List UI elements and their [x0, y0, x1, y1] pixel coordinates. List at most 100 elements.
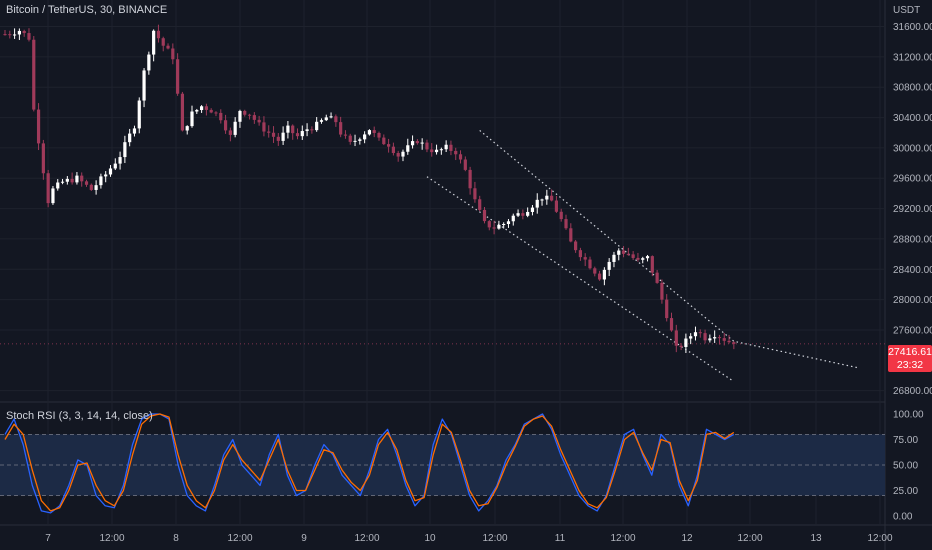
candle[interactable]	[588, 256, 592, 270]
candle[interactable]	[550, 189, 554, 202]
candle[interactable]	[689, 333, 693, 345]
candle[interactable]	[295, 128, 300, 140]
candle[interactable]	[458, 150, 463, 164]
candle[interactable]	[674, 324, 678, 353]
candle[interactable]	[51, 185, 55, 205]
candle[interactable]	[108, 165, 113, 177]
candle[interactable]	[281, 126, 285, 145]
candle[interactable]	[382, 134, 386, 146]
candle[interactable]	[267, 125, 271, 138]
candle[interactable]	[276, 133, 280, 146]
candle[interactable]	[679, 343, 683, 351]
candle[interactable]	[439, 147, 443, 155]
candle[interactable]	[8, 30, 12, 39]
candle[interactable]	[252, 112, 256, 124]
candle[interactable]	[497, 220, 501, 230]
candle[interactable]	[262, 116, 266, 137]
candle[interactable]	[367, 129, 372, 136]
candle[interactable]	[545, 189, 549, 205]
candle[interactable]	[152, 29, 156, 62]
candle[interactable]	[75, 172, 79, 185]
candle[interactable]	[454, 147, 458, 161]
candle[interactable]	[36, 103, 41, 151]
candle[interactable]	[713, 330, 717, 343]
candle[interactable]	[228, 127, 232, 142]
candle[interactable]	[626, 247, 630, 256]
candle[interactable]	[410, 135, 415, 149]
candle[interactable]	[305, 123, 309, 137]
candle[interactable]	[84, 179, 89, 187]
candle[interactable]	[583, 253, 587, 267]
candle[interactable]	[655, 269, 659, 284]
candle[interactable]	[32, 36, 36, 112]
candle[interactable]	[722, 332, 726, 346]
candle[interactable]	[348, 133, 352, 145]
candle[interactable]	[247, 113, 252, 120]
candle[interactable]	[65, 176, 69, 185]
candle[interactable]	[607, 258, 611, 277]
candle[interactable]	[190, 105, 194, 128]
candle[interactable]	[693, 326, 698, 341]
candle[interactable]	[387, 138, 391, 153]
candle[interactable]	[363, 131, 367, 144]
candle[interactable]	[17, 28, 21, 40]
candle[interactable]	[444, 140, 448, 153]
candle[interactable]	[238, 109, 242, 128]
candle[interactable]	[530, 204, 535, 216]
candle[interactable]	[300, 125, 304, 140]
candle[interactable]	[185, 125, 189, 135]
candle[interactable]	[574, 239, 578, 253]
candle[interactable]	[339, 116, 343, 138]
candle[interactable]	[123, 135, 127, 164]
candle[interactable]	[291, 124, 295, 140]
candle[interactable]	[286, 120, 290, 139]
candle[interactable]	[94, 180, 98, 195]
candle[interactable]	[180, 91, 185, 132]
candle[interactable]	[89, 183, 93, 192]
candle[interactable]	[343, 130, 348, 139]
candle[interactable]	[669, 312, 674, 332]
candle[interactable]	[204, 103, 208, 116]
candle[interactable]	[516, 209, 520, 218]
candle[interactable]	[80, 172, 84, 187]
candle[interactable]	[554, 196, 559, 213]
candle[interactable]	[27, 28, 31, 42]
candle[interactable]	[597, 270, 602, 281]
candle[interactable]	[415, 139, 419, 145]
candle[interactable]	[22, 29, 26, 37]
candle[interactable]	[104, 171, 108, 183]
candle[interactable]	[434, 144, 439, 155]
candle[interactable]	[41, 139, 45, 180]
candle[interactable]	[118, 151, 122, 170]
candle[interactable]	[492, 220, 496, 235]
candle[interactable]	[578, 247, 582, 261]
candle[interactable]	[46, 169, 50, 208]
candle[interactable]	[156, 24, 161, 43]
candle[interactable]	[70, 172, 74, 185]
candle[interactable]	[310, 126, 314, 134]
candle[interactable]	[99, 173, 103, 189]
candle[interactable]	[257, 115, 261, 126]
candle[interactable]	[219, 109, 223, 124]
candle[interactable]	[449, 140, 453, 156]
candle[interactable]	[161, 36, 165, 52]
candle[interactable]	[521, 209, 525, 220]
candle[interactable]	[358, 137, 362, 145]
candle[interactable]	[631, 251, 635, 261]
candle[interactable]	[463, 156, 467, 172]
candle[interactable]	[425, 139, 429, 153]
candle[interactable]	[703, 329, 707, 344]
candle[interactable]	[420, 138, 424, 150]
candle[interactable]	[406, 138, 410, 155]
channel-upper-line[interactable]	[479, 129, 859, 369]
candle[interactable]	[732, 341, 736, 350]
candle[interactable]	[602, 267, 606, 286]
candle[interactable]	[535, 193, 539, 214]
candle[interactable]	[665, 294, 669, 322]
candle[interactable]	[727, 334, 731, 344]
candle[interactable]	[3, 29, 7, 36]
candle[interactable]	[650, 255, 654, 277]
candle[interactable]	[128, 128, 132, 147]
candle[interactable]	[396, 150, 400, 162]
